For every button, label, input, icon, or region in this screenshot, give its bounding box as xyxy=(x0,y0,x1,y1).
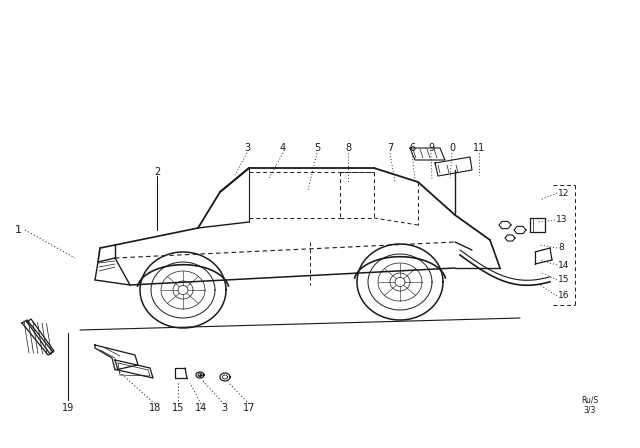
Text: 7: 7 xyxy=(387,143,393,153)
Text: 4: 4 xyxy=(280,143,286,153)
Text: 8: 8 xyxy=(558,244,564,253)
Text: 12: 12 xyxy=(558,189,570,198)
Text: 16: 16 xyxy=(558,292,570,301)
Polygon shape xyxy=(95,345,138,370)
Text: 11: 11 xyxy=(473,143,485,153)
Text: 3: 3 xyxy=(221,403,227,413)
Text: Ru/S: Ru/S xyxy=(581,396,598,405)
Text: 3: 3 xyxy=(244,143,250,153)
Text: 15: 15 xyxy=(558,276,570,284)
Text: 18: 18 xyxy=(149,403,161,413)
Polygon shape xyxy=(22,320,53,355)
Text: 3/3: 3/3 xyxy=(584,405,596,414)
Polygon shape xyxy=(115,360,153,378)
Text: 6: 6 xyxy=(409,143,415,153)
Text: 14: 14 xyxy=(195,403,207,413)
Text: 2: 2 xyxy=(154,167,160,177)
Text: 0: 0 xyxy=(449,143,455,153)
Text: 5: 5 xyxy=(314,143,320,153)
Text: 9: 9 xyxy=(428,143,434,153)
Text: 1: 1 xyxy=(15,225,22,235)
Text: 14: 14 xyxy=(558,260,570,270)
Text: 13: 13 xyxy=(556,215,568,224)
Text: 15: 15 xyxy=(172,403,184,413)
Text: 17: 17 xyxy=(243,403,255,413)
Text: 8: 8 xyxy=(345,143,351,153)
Text: 19: 19 xyxy=(62,403,74,413)
